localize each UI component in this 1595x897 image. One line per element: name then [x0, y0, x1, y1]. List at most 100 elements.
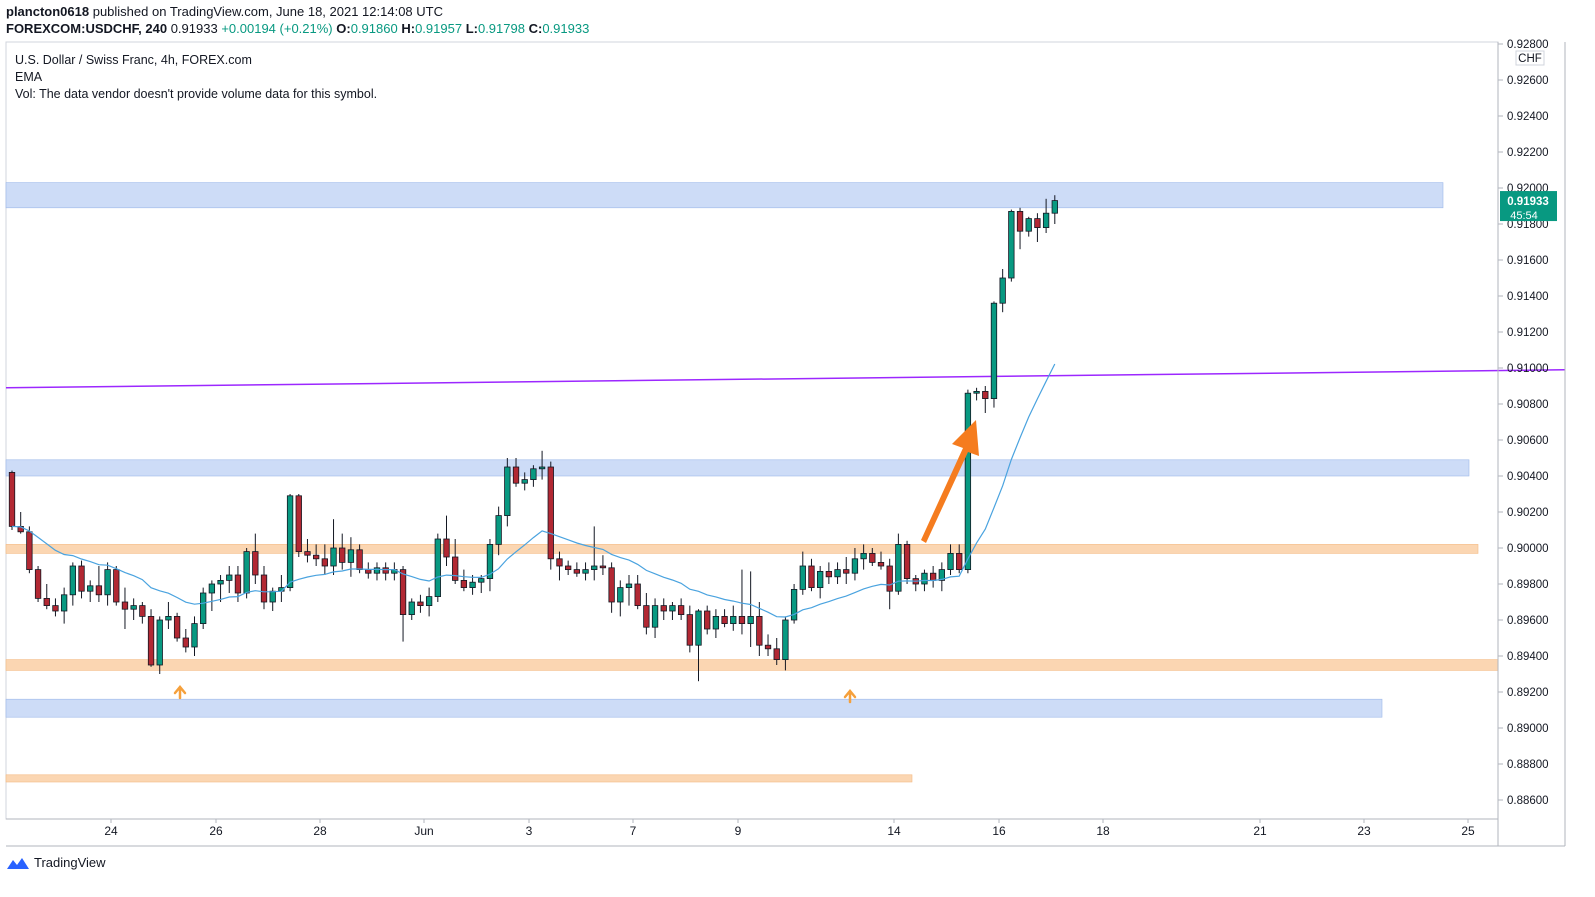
- candle[interactable]: [964, 389, 972, 574]
- candle[interactable]: [373, 562, 381, 581]
- candle[interactable]: [825, 562, 833, 584]
- candle[interactable]: [651, 598, 659, 638]
- candle[interactable]: [104, 562, 111, 606]
- plot-area[interactable]: [5, 41, 1499, 820]
- candle[interactable]: [591, 526, 598, 581]
- candle[interactable]: [495, 506, 502, 556]
- candle[interactable]: [243, 548, 250, 599]
- candle[interactable]: [130, 598, 137, 620]
- tradingview-brand[interactable]: TradingView: [6, 855, 106, 870]
- time-axis[interactable]: 24 26 28 Jun 3 7 9 14 16 18 21 23 25: [104, 819, 1475, 838]
- candle[interactable]: [330, 519, 337, 575]
- candle[interactable]: [1008, 209, 1015, 282]
- candle[interactable]: [764, 634, 772, 656]
- candle[interactable]: [895, 533, 902, 595]
- candle[interactable]: [1034, 213, 1041, 242]
- candle[interactable]: [452, 539, 459, 584]
- candle[interactable]: [982, 386, 989, 413]
- candle[interactable]: [704, 605, 711, 635]
- candle[interactable]: [956, 544, 963, 574]
- trendline[interactable]: [5, 369, 1566, 389]
- candle[interactable]: [582, 562, 589, 581]
- candle[interactable]: [782, 616, 789, 671]
- candle[interactable]: [486, 539, 494, 592]
- support-zone[interactable]: [5, 698, 1383, 718]
- price-axis[interactable]: 0.928000.926000.924000.922000.920000.918…: [1498, 39, 1549, 807]
- candle[interactable]: [990, 301, 998, 408]
- candle[interactable]: [252, 533, 259, 584]
- candle[interactable]: [599, 555, 607, 575]
- candle[interactable]: [773, 638, 780, 665]
- candle[interactable]: [382, 562, 389, 581]
- candle[interactable]: [208, 580, 216, 611]
- candle[interactable]: [504, 458, 511, 527]
- candle[interactable]: [756, 602, 763, 656]
- candle[interactable]: [1042, 198, 1050, 233]
- candle[interactable]: [8, 470, 16, 530]
- candle[interactable]: [226, 566, 233, 593]
- candle[interactable]: [556, 551, 563, 581]
- candle[interactable]: [808, 558, 815, 592]
- candle[interactable]: [165, 602, 172, 629]
- candle[interactable]: [799, 551, 806, 595]
- candle[interactable]: [747, 571, 754, 647]
- candle[interactable]: [530, 465, 537, 487]
- candle[interactable]: [191, 616, 198, 656]
- candle[interactable]: [851, 548, 859, 581]
- candle[interactable]: [938, 562, 945, 592]
- candle[interactable]: [156, 616, 163, 674]
- candle[interactable]: [399, 566, 407, 642]
- candle[interactable]: [443, 515, 450, 566]
- candle[interactable]: [26, 526, 33, 574]
- candle[interactable]: [52, 598, 59, 617]
- candle[interactable]: [817, 566, 824, 599]
- candle[interactable]: [869, 548, 876, 566]
- candle[interactable]: [339, 533, 346, 570]
- candle[interactable]: [565, 560, 572, 575]
- candle[interactable]: [1051, 195, 1058, 224]
- support-zone[interactable]: [5, 774, 913, 783]
- candle[interactable]: [95, 566, 103, 602]
- candle[interactable]: [478, 575, 485, 593]
- candle[interactable]: [1025, 216, 1032, 237]
- candle[interactable]: [173, 612, 181, 642]
- candle[interactable]: [425, 587, 433, 617]
- candle[interactable]: [634, 575, 641, 610]
- candle[interactable]: [573, 562, 580, 577]
- candle[interactable]: [538, 450, 546, 480]
- candle[interactable]: [512, 458, 520, 487]
- resistance-zone[interactable]: [5, 459, 1470, 477]
- candle[interactable]: [738, 569, 746, 635]
- candle[interactable]: [295, 494, 302, 557]
- candle[interactable]: [217, 575, 224, 602]
- candle[interactable]: [34, 566, 42, 602]
- candle[interactable]: [200, 587, 207, 629]
- candle[interactable]: [625, 575, 633, 606]
- candle[interactable]: [695, 609, 702, 682]
- candle[interactable]: [669, 602, 676, 620]
- candle[interactable]: [617, 580, 624, 617]
- candle[interactable]: [721, 609, 728, 628]
- candle[interactable]: [643, 593, 650, 635]
- candle[interactable]: [460, 569, 468, 592]
- candle[interactable]: [860, 544, 867, 570]
- pivot-zone[interactable]: [5, 544, 1479, 554]
- candle[interactable]: [686, 605, 693, 653]
- candle[interactable]: [304, 539, 311, 563]
- candle[interactable]: [60, 587, 68, 624]
- candle[interactable]: [182, 629, 189, 653]
- candle[interactable]: [434, 533, 441, 602]
- candle[interactable]: [973, 387, 980, 401]
- candle[interactable]: [321, 544, 328, 575]
- candle[interactable]: [834, 562, 841, 584]
- candle[interactable]: [877, 551, 885, 570]
- candle[interactable]: [712, 609, 720, 638]
- candle[interactable]: [947, 544, 954, 575]
- support-zone[interactable]: [5, 659, 1499, 671]
- candle[interactable]: [312, 544, 320, 566]
- candle[interactable]: [521, 472, 528, 491]
- candle[interactable]: [903, 540, 911, 584]
- candle[interactable]: [78, 560, 85, 599]
- candle[interactable]: [730, 605, 737, 631]
